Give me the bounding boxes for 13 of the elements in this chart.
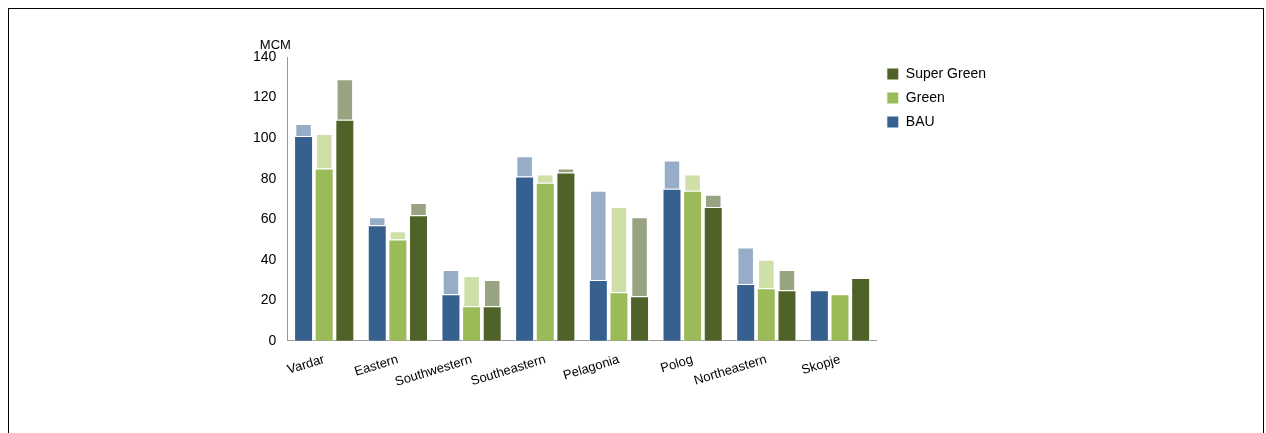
y-tick-label: 100: [253, 128, 277, 145]
y-tick-label: 40: [260, 250, 277, 267]
x-tick-label: Vardar: [285, 351, 327, 377]
y-tick-label: 0: [268, 331, 277, 348]
y-tick-label: 80: [260, 169, 277, 186]
y-tick-label: 20: [260, 291, 277, 308]
legend-label: Green: [905, 88, 945, 105]
x-tick-label: Polog: [658, 351, 695, 376]
y-tick-label: 60: [260, 210, 277, 227]
y-tick-label: 120: [253, 88, 277, 105]
legend-label: Super Green: [905, 64, 987, 81]
x-tick-label: Skopje: [799, 351, 842, 378]
legend-label: BAU: [905, 112, 935, 129]
